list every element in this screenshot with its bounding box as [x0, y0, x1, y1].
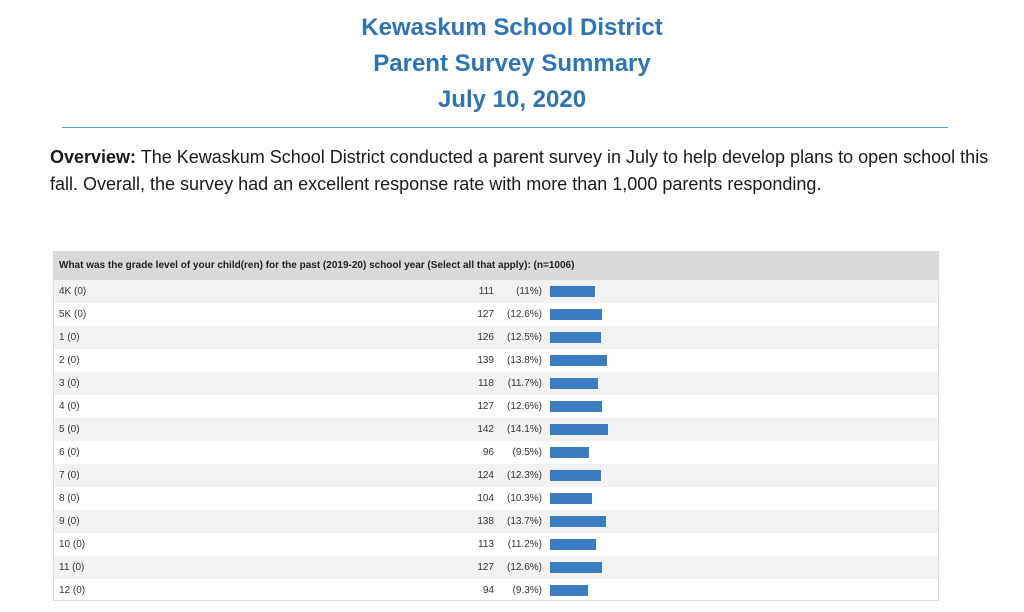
row-percent: (12.5%)	[506, 332, 542, 343]
row-label: 9 (0)	[59, 516, 80, 527]
row-label: 5 (0)	[59, 424, 80, 435]
row-bar	[550, 447, 589, 458]
row-bar	[550, 401, 602, 412]
row-bar	[550, 470, 601, 481]
row-count: 139	[477, 355, 494, 366]
row-count: 124	[477, 470, 494, 481]
row-bar	[550, 286, 595, 297]
survey-question: What was the grade level of your child(r…	[54, 252, 938, 280]
table-row: 4K (0) 111 (11%)	[54, 280, 938, 303]
row-percent: (10.3%)	[506, 493, 542, 504]
document-title: Kewaskum School District Parent Survey S…	[0, 10, 1024, 118]
row-bar	[550, 424, 608, 435]
row-bar	[550, 309, 602, 320]
row-label: 1 (0)	[59, 332, 80, 343]
row-count: 111	[478, 286, 494, 297]
row-percent: (11.2%)	[507, 539, 542, 550]
row-label: 6 (0)	[59, 447, 80, 458]
survey-results-table: What was the grade level of your child(r…	[53, 251, 939, 601]
row-count: 127	[477, 401, 494, 412]
row-percent: (12.6%)	[506, 309, 542, 320]
survey-rows: 4K (0) 111 (11%) 5K (0) 127 (12.6%) 1 (0) 126 (1…	[54, 280, 938, 602]
table-row: 1 (0) 126 (12.5%)	[54, 326, 938, 349]
overview-text: The Kewaskum School District conducted a…	[50, 147, 989, 194]
row-count: 126	[477, 332, 494, 343]
row-percent: (11.7%)	[507, 378, 542, 389]
row-count: 96	[482, 447, 494, 458]
row-label: 12 (0)	[59, 585, 86, 596]
row-percent: (12.3%)	[506, 470, 542, 481]
row-count: 138	[477, 516, 494, 527]
row-percent: (9.5%)	[512, 447, 542, 458]
row-bar	[550, 332, 601, 343]
table-row: 2 (0) 139 (13.8%)	[54, 349, 938, 372]
table-row: 11 (0) 127 (12.6%)	[54, 556, 938, 579]
row-bar	[550, 539, 596, 550]
row-label: 2 (0)	[59, 355, 80, 366]
row-count: 118	[478, 378, 494, 389]
table-row: 5K (0) 127 (12.6%)	[54, 303, 938, 326]
row-bar	[550, 355, 607, 366]
table-row: 8 (0) 104 (10.3%)	[54, 487, 938, 510]
table-row: 4 (0) 127 (12.6%)	[54, 395, 938, 418]
row-label: 4K (0)	[59, 286, 87, 297]
row-count: 104	[477, 493, 494, 504]
row-bar	[550, 378, 598, 389]
title-district: Kewaskum School District	[361, 14, 663, 41]
row-label: 11 (0)	[59, 562, 85, 573]
row-count: 94	[482, 585, 494, 596]
overview-label: Overview:	[50, 147, 137, 167]
row-count: 142	[477, 424, 494, 435]
row-bar	[550, 493, 592, 504]
row-label: 4 (0)	[59, 401, 80, 412]
row-percent: (14.1%)	[506, 424, 542, 435]
table-row: 6 (0) 96 (9.5%)	[54, 441, 938, 464]
row-percent: (13.8%)	[506, 355, 542, 366]
row-percent: (13.7%)	[506, 516, 542, 527]
table-row: 5 (0) 142 (14.1%)	[54, 418, 938, 441]
row-percent: (9.3%)	[512, 585, 542, 596]
row-bar	[550, 585, 588, 596]
row-label: 5K (0)	[59, 309, 87, 320]
title-summary: Parent Survey Summary	[373, 50, 651, 77]
table-row: 10 (0) 113 (11.2%)	[54, 533, 938, 556]
row-label: 3 (0)	[59, 378, 80, 389]
title-divider	[62, 127, 948, 128]
title-date: July 10, 2020	[437, 86, 587, 113]
row-percent: (12.6%)	[506, 562, 542, 573]
row-label: 10 (0)	[59, 539, 86, 550]
row-label: 7 (0)	[59, 470, 80, 481]
row-count: 127	[477, 309, 494, 320]
row-percent: (12.6%)	[506, 401, 542, 412]
row-bar	[550, 562, 602, 573]
row-count: 113	[478, 539, 494, 550]
table-row: 7 (0) 124 (12.3%)	[54, 464, 938, 487]
overview-paragraph: Overview: The Kewaskum School District c…	[50, 144, 1000, 198]
row-count: 127	[477, 562, 494, 573]
table-row: 12 (0) 94 (9.3%)	[54, 579, 938, 602]
table-row: 3 (0) 118 (11.7%)	[54, 372, 938, 395]
table-row: 9 (0) 138 (13.7%)	[54, 510, 938, 533]
row-percent: (11%)	[516, 286, 542, 297]
row-bar	[550, 516, 606, 527]
row-label: 8 (0)	[59, 493, 80, 504]
